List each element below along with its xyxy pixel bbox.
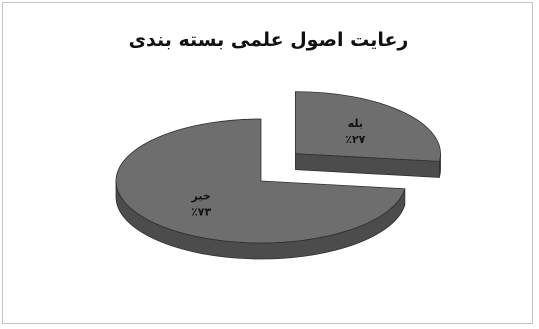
pie-chart: بله ٪۲۷ خیر ٪۷۳: [115, 91, 441, 260]
pie-slice-1: [295, 91, 441, 162]
chart-frame: رعایت اصول علمی بسته بندی بله ٪۲۷ خیر ٪۷۳: [2, 2, 533, 324]
chart-title: رعایت اصول علمی بسته بندی: [128, 29, 409, 51]
pie-slice-2: [115, 118, 406, 244]
slice-label-1: بله: [348, 117, 363, 130]
pie-labels: بله ٪۲۷ خیر ٪۷۳: [191, 117, 366, 218]
slice-value-label-1: ٪۲۷: [345, 133, 365, 146]
slice-label-2: خیر: [191, 190, 211, 203]
pie-top-faces: [115, 91, 441, 244]
slice-value-label-2: ٪۷۳: [191, 206, 211, 219]
